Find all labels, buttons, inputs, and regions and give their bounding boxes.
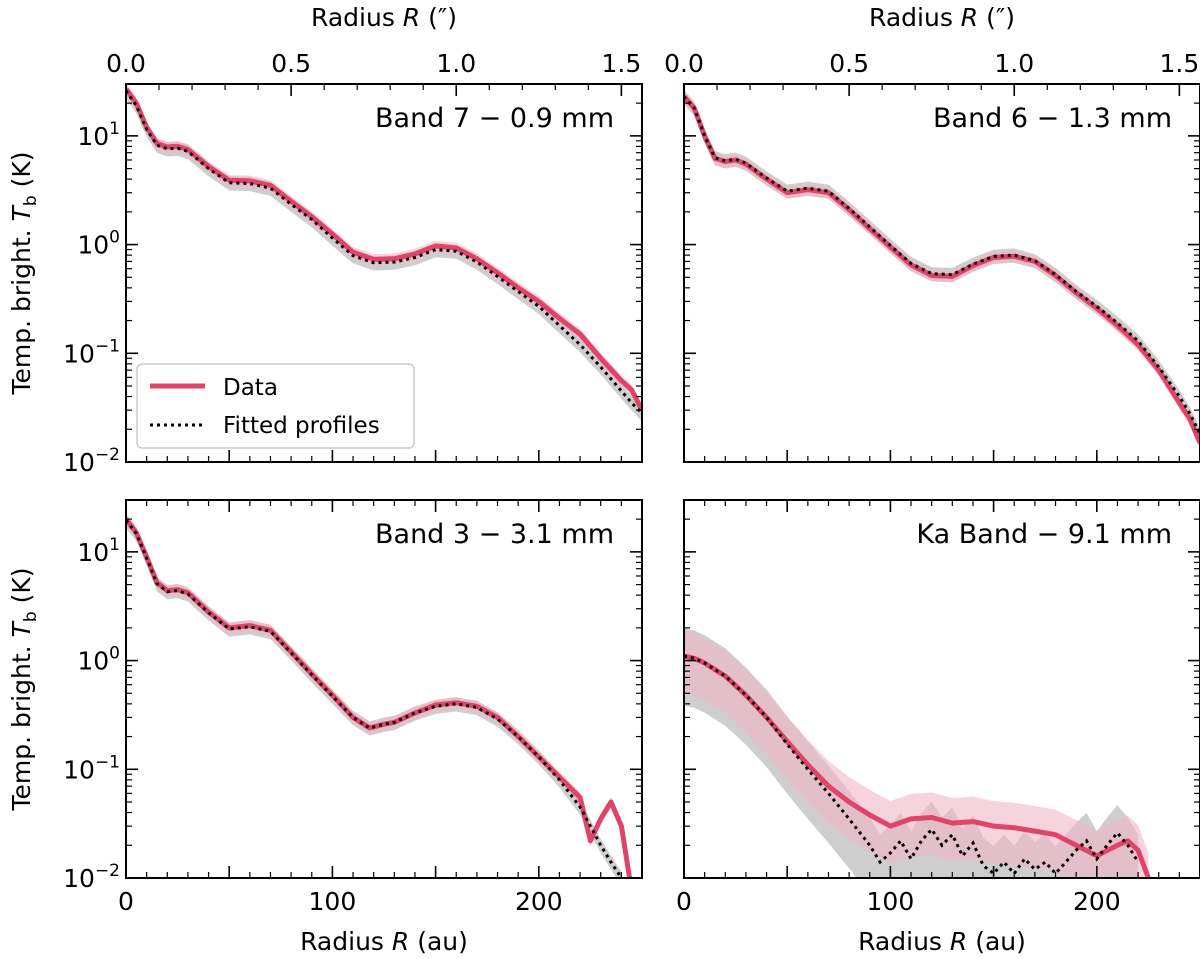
panel-title: Band 6 − 1.3 mm	[933, 103, 1172, 134]
axes-frame	[683, 83, 1200, 463]
top-axis-label: Radius R (″)	[869, 3, 1015, 32]
y-tick-label: 100	[77, 644, 120, 676]
fitted-profile-line	[126, 89, 642, 415]
top-tick-label: 1.5	[1159, 49, 1199, 78]
top-tick-label: 0.0	[106, 49, 146, 78]
top-tick-label: 0.5	[271, 49, 311, 78]
data-uncertainty-band	[684, 631, 1149, 878]
top-tick-label: 0.5	[829, 49, 869, 78]
legend: Data Fitted profiles	[136, 363, 415, 449]
model-uncertainty-band	[684, 89, 1200, 442]
x-axis-label: Radius R (au)	[858, 927, 1026, 956]
x-tick-label: 100	[867, 887, 915, 916]
panel-band6: 0.0 0.5 1.0 1.5 Radius R (″) Band 6 − 1.3 mm	[664, 3, 1200, 463]
plot-area	[126, 84, 642, 422]
plot-area	[684, 628, 1151, 878]
panel-ka: 0 100 200 Radius R (au) Ka Band − 9.1 mm	[676, 499, 1200, 956]
y-tick-label: 101	[77, 535, 120, 567]
x-tick-label: 100	[309, 887, 357, 916]
y-axis-label: Temp. bright. Tb (K)	[7, 152, 41, 396]
plot-area	[126, 513, 633, 878]
top-tick-label: 1.0	[994, 49, 1034, 78]
panel-title: Ka Band − 9.1 mm	[916, 519, 1172, 550]
y-tick-label: 10−1	[63, 752, 120, 784]
y-axis-label: Temp. bright. Tb (K)	[7, 568, 41, 812]
panel-title: Band 3 − 3.1 mm	[375, 519, 614, 550]
x-tick-label: 200	[1073, 887, 1121, 916]
plot-area	[684, 89, 1200, 449]
y-tick-label: 10−2	[63, 861, 120, 893]
top-axis-label: Radius R (″)	[311, 3, 457, 32]
legend-data-label: Data	[223, 375, 278, 401]
panel-band7: 101 100 10−1 10−2 0.0 0.5 1.0 1.5 Radius R (″) Ba…	[7, 3, 643, 477]
axes-frame	[125, 83, 643, 463]
y-tick-label: 100	[77, 228, 120, 260]
x-tick-label: 0	[118, 887, 134, 916]
data-line	[126, 87, 642, 412]
top-tick-label: 1.5	[601, 49, 641, 78]
fitted-profile-line	[126, 519, 623, 878]
y-tick-label: 10−1	[63, 336, 120, 368]
model-uncertainty-band	[126, 513, 622, 878]
data-line	[126, 517, 633, 878]
axes-frame	[683, 499, 1200, 879]
x-axis-label: Radius R (au)	[300, 927, 468, 956]
legend-box	[136, 363, 415, 449]
top-tick-label: 1.0	[436, 49, 476, 78]
panel-band3: 101 100 10−1 10−20 100 200 Radius R (au) Band 3…	[7, 499, 643, 956]
panel-title: Band 7 − 0.9 mm	[375, 103, 614, 134]
x-tick-label: 200	[515, 887, 563, 916]
fitted-profile-line	[684, 95, 1200, 435]
axes-frame	[125, 499, 643, 879]
panels: 101 100 10−1 10−2 0.0 0.5 1.0 1.5 Radius R (″) Ba…	[7, 3, 1200, 956]
x-tick-label: 0	[676, 887, 692, 916]
legend-model-label: Fitted profiles	[223, 413, 380, 439]
data-uncertainty-band	[126, 513, 630, 878]
y-tick-label: 10−2	[63, 445, 120, 477]
y-tick-label: 101	[77, 119, 120, 151]
fitted-profile-line	[684, 654, 1140, 876]
top-tick-label: 0.0	[664, 49, 704, 78]
